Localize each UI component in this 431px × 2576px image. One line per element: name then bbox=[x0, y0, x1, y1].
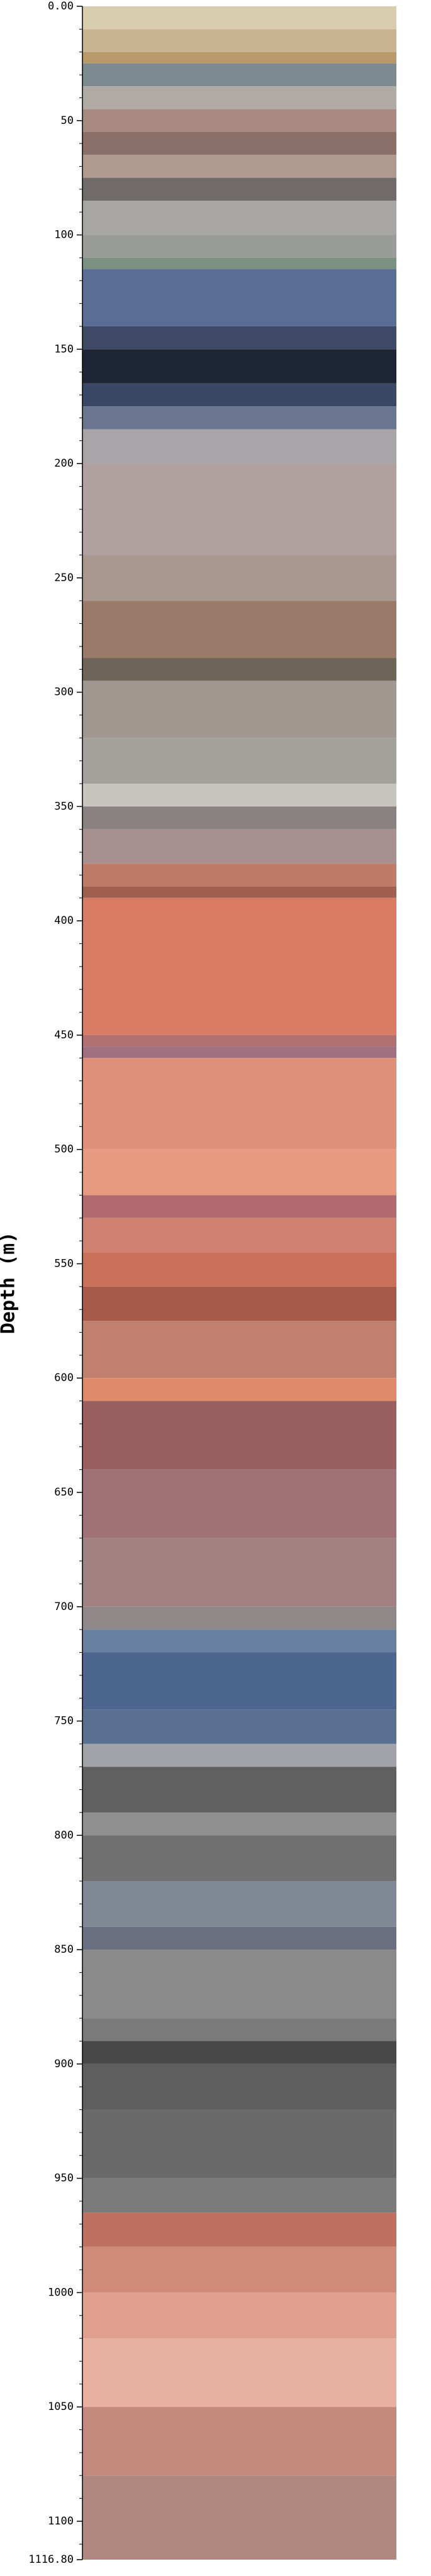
layer-band bbox=[82, 1835, 396, 1882]
layer-band bbox=[82, 1218, 396, 1253]
layer-band bbox=[82, 1709, 396, 1744]
y-tick-label: 800 bbox=[54, 1829, 74, 1841]
layer-band bbox=[82, 1378, 396, 1401]
layer-band bbox=[82, 406, 396, 430]
y-tick-label: 200 bbox=[54, 457, 74, 470]
layer-band bbox=[82, 464, 396, 555]
layer-band bbox=[82, 2041, 396, 2064]
layer-band bbox=[82, 1286, 396, 1321]
layer-band bbox=[82, 29, 396, 52]
layer-band bbox=[82, 86, 396, 109]
layer-band bbox=[82, 177, 396, 201]
layer-band bbox=[82, 1149, 396, 1196]
layer-band bbox=[82, 349, 396, 384]
layer-band bbox=[82, 1812, 396, 1836]
layer-band bbox=[82, 109, 396, 132]
y-tick-label: 650 bbox=[54, 1486, 74, 1499]
layer-band bbox=[82, 155, 396, 178]
y-tick-label: 700 bbox=[54, 1601, 74, 1613]
layer-band bbox=[82, 806, 396, 830]
layer-band bbox=[82, 1926, 396, 1950]
layer-band bbox=[82, 429, 396, 464]
y-tick-label: 450 bbox=[54, 1029, 74, 1041]
y-tick-label: 350 bbox=[54, 800, 74, 813]
layer-band bbox=[82, 1629, 396, 1653]
layer-band bbox=[82, 2178, 396, 2213]
y-tick-label: 900 bbox=[54, 2058, 74, 2070]
y-tick-label: 1100 bbox=[48, 2515, 74, 2528]
layer-band bbox=[82, 201, 396, 235]
layer-band bbox=[82, 257, 396, 270]
layer-band bbox=[82, 680, 396, 738]
layer-band bbox=[82, 383, 396, 407]
layer-band bbox=[82, 1321, 396, 1379]
layer-band bbox=[82, 738, 396, 784]
layer-band bbox=[82, 326, 396, 350]
layer-band bbox=[82, 2338, 396, 2407]
layer-band bbox=[82, 2109, 396, 2179]
layer-band bbox=[82, 1035, 396, 1047]
y-tick-label: 500 bbox=[54, 1143, 74, 1156]
layer-band bbox=[82, 1469, 396, 1538]
y-axis-label: Depth (m) bbox=[0, 1232, 20, 1335]
layer-band bbox=[82, 52, 396, 64]
layer-band bbox=[82, 2475, 396, 2560]
y-tick-label: 300 bbox=[54, 686, 74, 699]
y-tick-label: 400 bbox=[54, 914, 74, 927]
layer-band bbox=[82, 2212, 396, 2247]
y-tick-label: 850 bbox=[54, 1943, 74, 1956]
layer-band bbox=[82, 1652, 396, 1710]
layer-band bbox=[82, 1058, 396, 1150]
layer-band bbox=[82, 1046, 396, 1058]
layer-band bbox=[82, 235, 396, 258]
y-tick-label: 600 bbox=[54, 1372, 74, 1384]
layer-band bbox=[82, 63, 396, 87]
layer-band bbox=[82, 1538, 396, 1607]
layer-band bbox=[82, 1950, 396, 2019]
y-tick-label: 550 bbox=[54, 1257, 74, 1270]
y-tick-label: 100 bbox=[54, 229, 74, 242]
layer-band bbox=[82, 1195, 396, 1218]
layer-band bbox=[82, 886, 396, 898]
layer-band bbox=[82, 555, 396, 601]
layer-band bbox=[82, 897, 396, 1035]
y-tick-label: 150 bbox=[54, 343, 74, 355]
layer-band bbox=[82, 1767, 396, 1813]
layer-band bbox=[82, 2018, 396, 2041]
layer-band bbox=[82, 1401, 396, 1470]
y-tick-label: 1050 bbox=[48, 2401, 74, 2413]
layer-band bbox=[82, 658, 396, 681]
layer-band bbox=[82, 1252, 396, 1287]
layer-band bbox=[82, 131, 396, 155]
y-tick-label: 1116.80 bbox=[28, 2553, 74, 2566]
layer-band bbox=[82, 2063, 396, 2110]
y-tick-label: 1000 bbox=[48, 2286, 74, 2299]
layer-band bbox=[82, 1881, 396, 1927]
y-tick-label: 250 bbox=[54, 572, 74, 584]
y-tick-label: 50 bbox=[61, 114, 74, 127]
layer-band bbox=[82, 863, 396, 887]
y-tick-label: 0.00 bbox=[48, 0, 74, 13]
layer-band bbox=[82, 2292, 396, 2339]
layer-band bbox=[82, 1606, 396, 1630]
y-tick-label: 950 bbox=[54, 2172, 74, 2185]
layer-band bbox=[82, 2246, 396, 2293]
layer-band bbox=[82, 269, 396, 326]
layer-band bbox=[82, 784, 396, 807]
layer-band bbox=[82, 829, 396, 864]
layer-band bbox=[82, 1743, 396, 1767]
layer-band bbox=[82, 601, 396, 658]
layer-band bbox=[82, 6, 396, 30]
layer-band bbox=[82, 2407, 396, 2476]
y-tick-label: 750 bbox=[54, 1715, 74, 1728]
